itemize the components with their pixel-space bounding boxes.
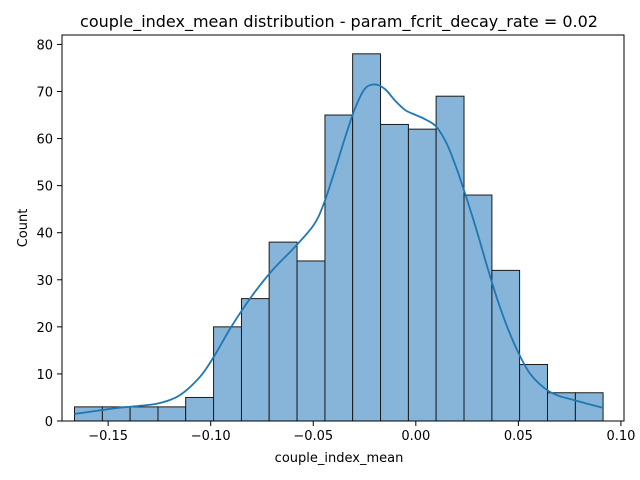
x-axis-label: couple_index_mean [275,451,404,466]
histogram-bar [435,95,465,422]
histogram-bars [74,53,604,422]
kde-curve [74,83,604,415]
plot-frame [61,34,625,422]
x-tick-label: −0.05 [293,429,333,444]
histogram-bar [463,194,493,422]
y-tick-label: 20 [36,321,53,336]
y-tick-label: 0 [45,415,53,430]
histogram-bar [157,406,187,422]
y-tick-label: 70 [36,85,53,100]
histogram-bar [380,123,409,422]
histogram-bar [240,298,270,422]
histogram-bar [129,406,159,422]
x-axis-ticks: −0.15 −0.10 −0.05 0.00 0.05 0.10 [88,421,635,444]
x-tick-label: −0.10 [191,429,231,444]
histogram-bar [519,364,548,422]
y-tick-label: 60 [36,133,53,148]
histogram-bar [296,260,326,422]
x-tick-label: 0.05 [504,429,533,444]
y-tick-label: 40 [36,227,53,242]
x-tick-label: −0.15 [88,429,128,444]
y-axis-ticks: 0 10 20 30 40 50 60 70 80 [36,38,62,430]
histogram-bar [407,128,437,422]
y-tick-label: 10 [36,368,53,383]
histogram-bar [352,53,382,422]
x-tick-label: 0.00 [401,429,430,444]
y-tick-label: 50 [36,180,53,195]
y-tick-label: 30 [36,274,53,289]
x-tick-label: 0.10 [606,429,635,444]
chart-title: couple_index_mean distribution - param_f… [80,12,598,32]
y-axis-label: Count [16,209,31,248]
histogram-bar [185,396,215,422]
histogram-bar [324,114,354,422]
y-tick-label: 80 [36,38,53,53]
histogram-bar [213,326,242,422]
